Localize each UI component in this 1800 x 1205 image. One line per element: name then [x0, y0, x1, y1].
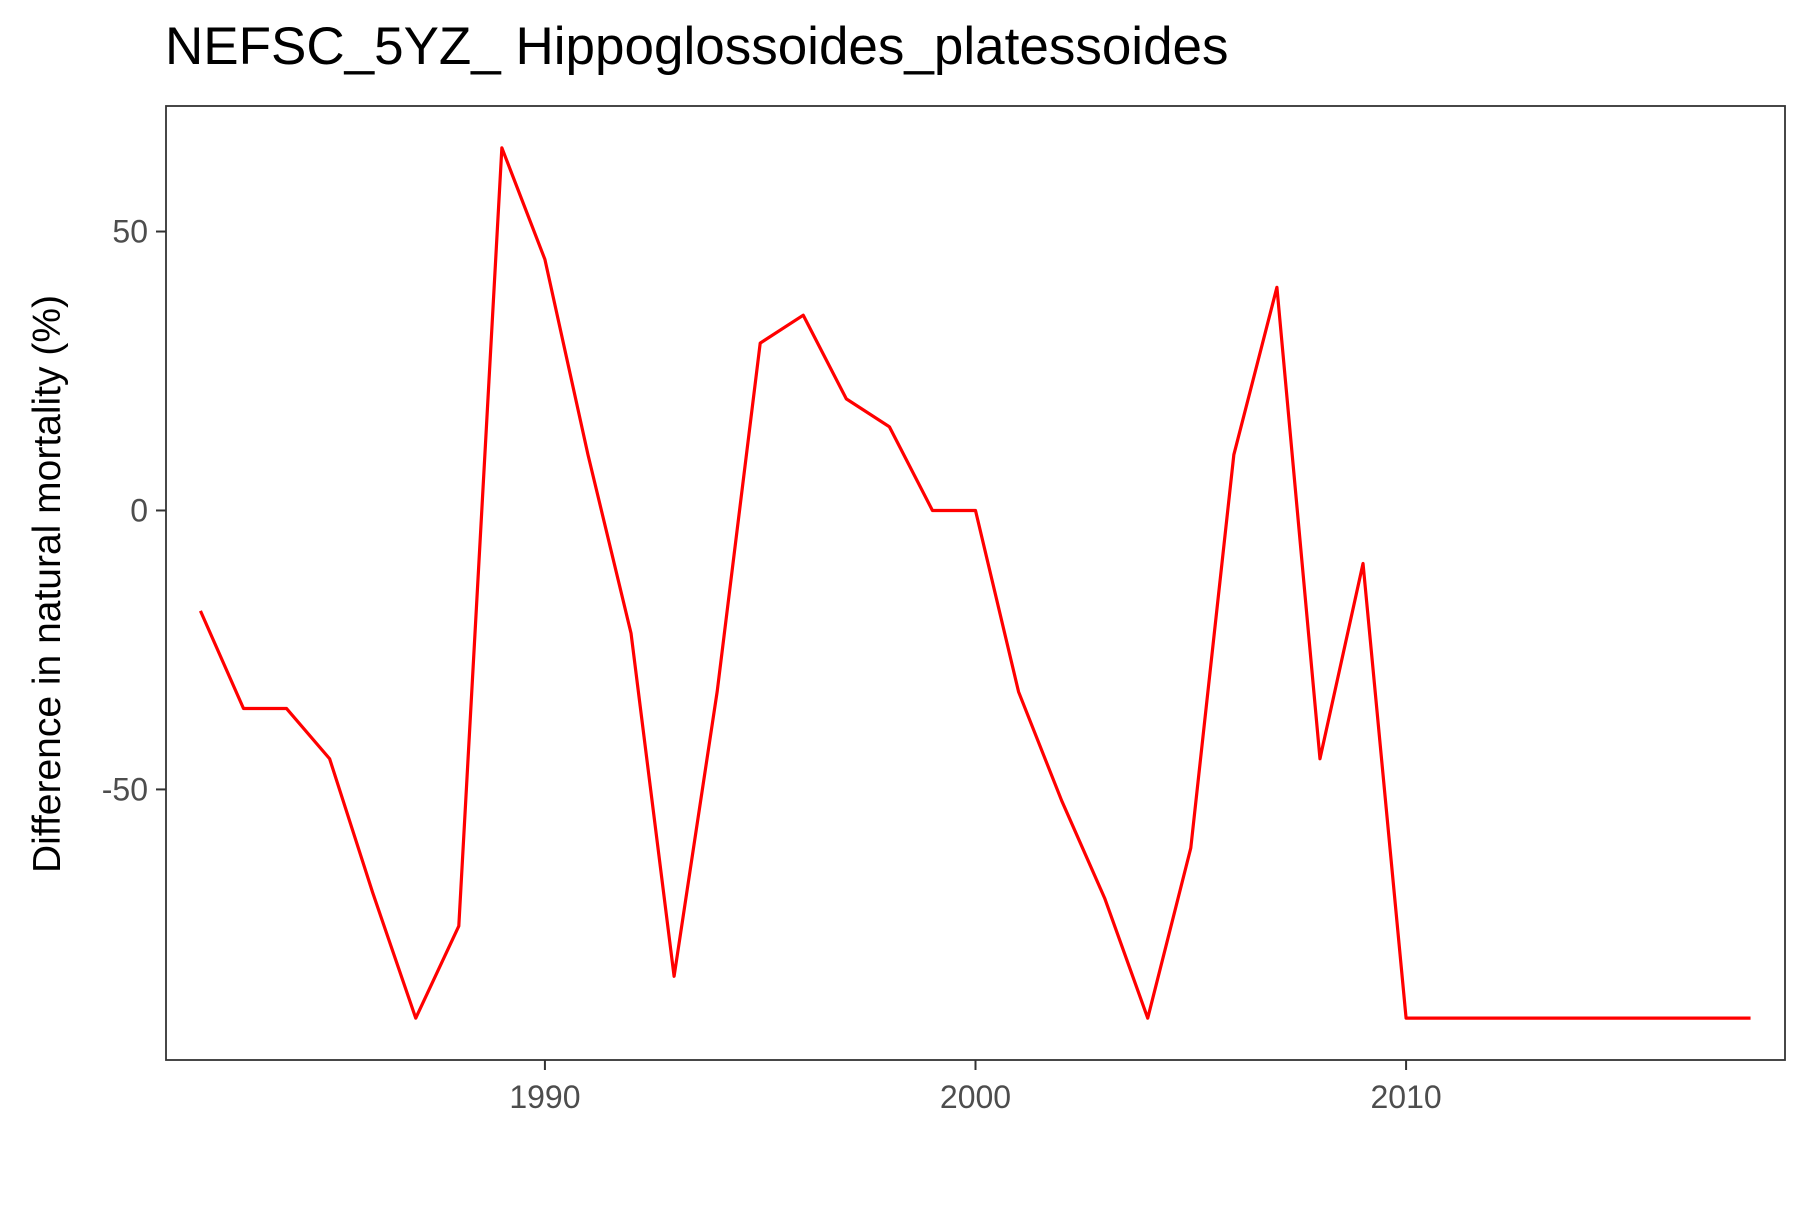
y-tick-label: 0 — [130, 492, 148, 528]
y-axis-label: Difference in natural mortality (%) — [26, 295, 69, 873]
y-tick-label: 50 — [112, 214, 148, 250]
y-tick-label: -50 — [102, 771, 148, 807]
chart-title: NEFSC_5YZ_ Hippoglossoides_platessoides — [165, 17, 1229, 76]
series-line — [198, 146, 1751, 1020]
x-tick-label: 2010 — [1370, 1079, 1441, 1115]
series-group — [198, 146, 1751, 1020]
x-axis: 1990 2000 2010 — [509, 1060, 1442, 1115]
y-axis: -50 0 50 — [102, 214, 166, 807]
x-tick-label: 2000 — [940, 1079, 1011, 1115]
plot-panel — [165, 105, 1786, 1061]
x-tick-label: 1990 — [509, 1079, 580, 1115]
